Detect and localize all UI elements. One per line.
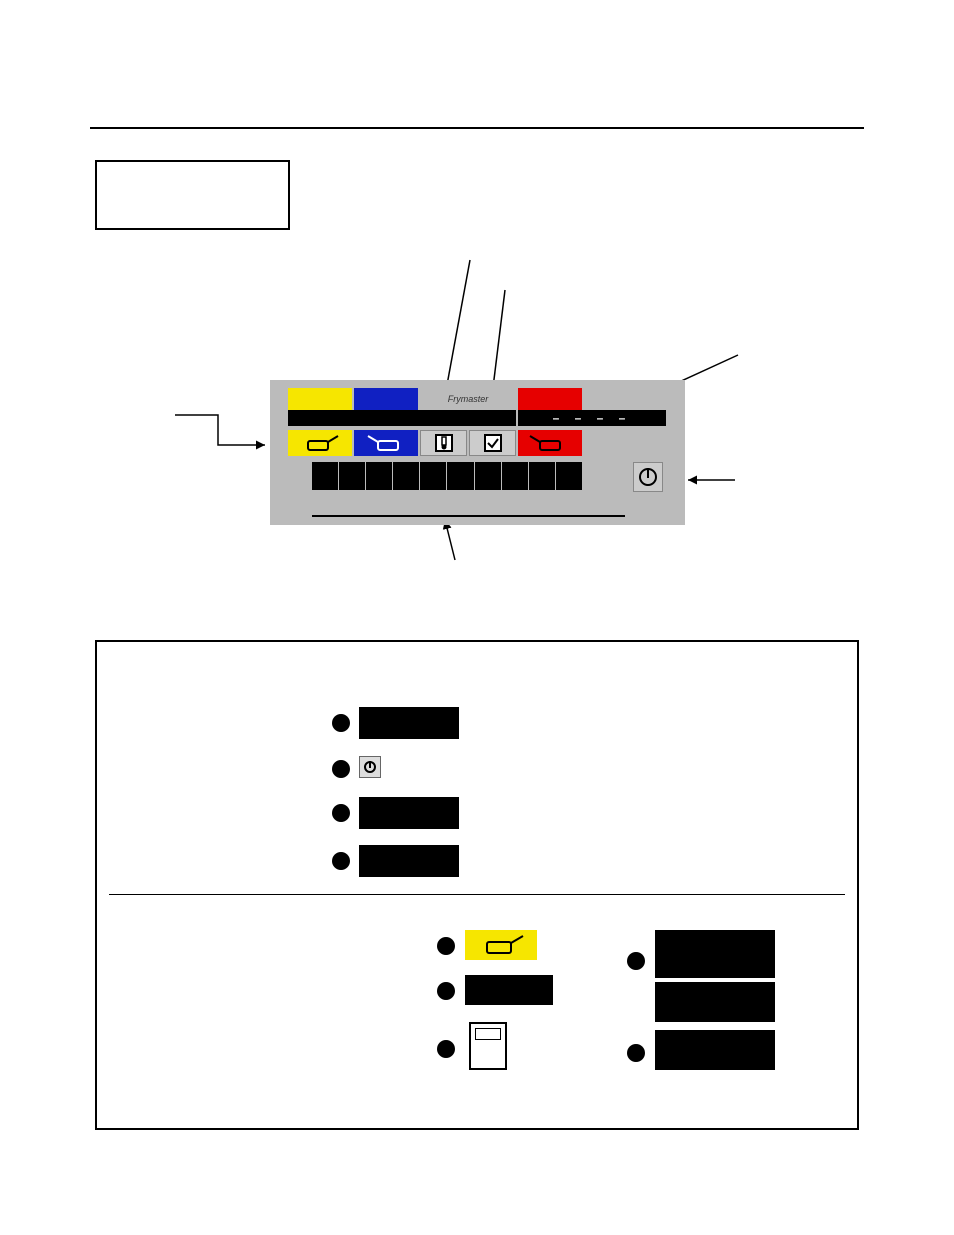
control-panel: Frymaster – – – – bbox=[270, 380, 685, 525]
bullet-1 bbox=[332, 714, 350, 732]
key-2[interactable] bbox=[339, 462, 365, 490]
basket-right-button[interactable] bbox=[354, 430, 418, 456]
power-icon bbox=[639, 468, 657, 486]
row1-seg-blue bbox=[354, 388, 418, 410]
bullet-r3 bbox=[627, 1044, 645, 1062]
temp-button[interactable] bbox=[420, 430, 467, 456]
key-1[interactable] bbox=[312, 462, 338, 490]
key-3[interactable] bbox=[366, 462, 392, 490]
basket-red-button[interactable] bbox=[518, 430, 582, 456]
number-keys bbox=[312, 462, 582, 490]
step-bar-1 bbox=[359, 707, 459, 739]
row1-seg-red bbox=[518, 388, 582, 410]
step-bar-l2 bbox=[465, 975, 553, 1005]
bullet-l1 bbox=[437, 937, 455, 955]
section-divider bbox=[109, 894, 845, 895]
key-5[interactable] bbox=[420, 462, 446, 490]
key-10[interactable] bbox=[556, 462, 582, 490]
page: Frymaster – – – – bbox=[0, 0, 954, 1235]
power-icon-small bbox=[364, 761, 376, 773]
step-bar-r1 bbox=[655, 930, 775, 978]
row1-seg-yellow bbox=[288, 388, 352, 410]
key-8[interactable] bbox=[502, 462, 528, 490]
bullet-2 bbox=[332, 760, 350, 778]
key-4[interactable] bbox=[393, 462, 419, 490]
step-bar-r3 bbox=[655, 1030, 775, 1070]
panel-inner: Frymaster – – – – bbox=[270, 380, 685, 525]
brand-label: Frymaster bbox=[420, 388, 516, 410]
step-bar-3 bbox=[359, 797, 459, 829]
step-bar-r2 bbox=[655, 982, 775, 1022]
check-icon bbox=[484, 434, 502, 452]
check-button[interactable] bbox=[469, 430, 516, 456]
top-rule bbox=[90, 127, 864, 129]
basket-right-icon bbox=[354, 430, 418, 456]
key-9[interactable] bbox=[529, 462, 555, 490]
key-7[interactable] bbox=[475, 462, 501, 490]
left-display-strip bbox=[288, 410, 516, 426]
bullet-4 bbox=[332, 852, 350, 870]
step-power-icon bbox=[359, 756, 381, 778]
key-6[interactable] bbox=[447, 462, 473, 490]
step-bar-4 bbox=[359, 845, 459, 877]
step-card-icon bbox=[469, 1022, 507, 1070]
thermometer-icon bbox=[435, 434, 453, 452]
bullet-r1 bbox=[627, 952, 645, 970]
instructions-box bbox=[95, 640, 859, 1130]
bullet-l2 bbox=[437, 982, 455, 1000]
panel-bottom-rule bbox=[312, 515, 625, 517]
top-left-box bbox=[95, 160, 290, 230]
power-button[interactable] bbox=[633, 462, 663, 492]
step-yellow-button bbox=[465, 930, 537, 960]
callout-lines bbox=[0, 0, 954, 640]
basket-left-button[interactable] bbox=[288, 430, 352, 456]
basket-red-icon bbox=[518, 430, 582, 456]
basket-icon-small bbox=[465, 930, 537, 960]
bullet-l3 bbox=[437, 1040, 455, 1058]
bullet-3 bbox=[332, 804, 350, 822]
right-display: – – – – bbox=[518, 410, 666, 426]
basket-left-icon bbox=[288, 430, 352, 456]
